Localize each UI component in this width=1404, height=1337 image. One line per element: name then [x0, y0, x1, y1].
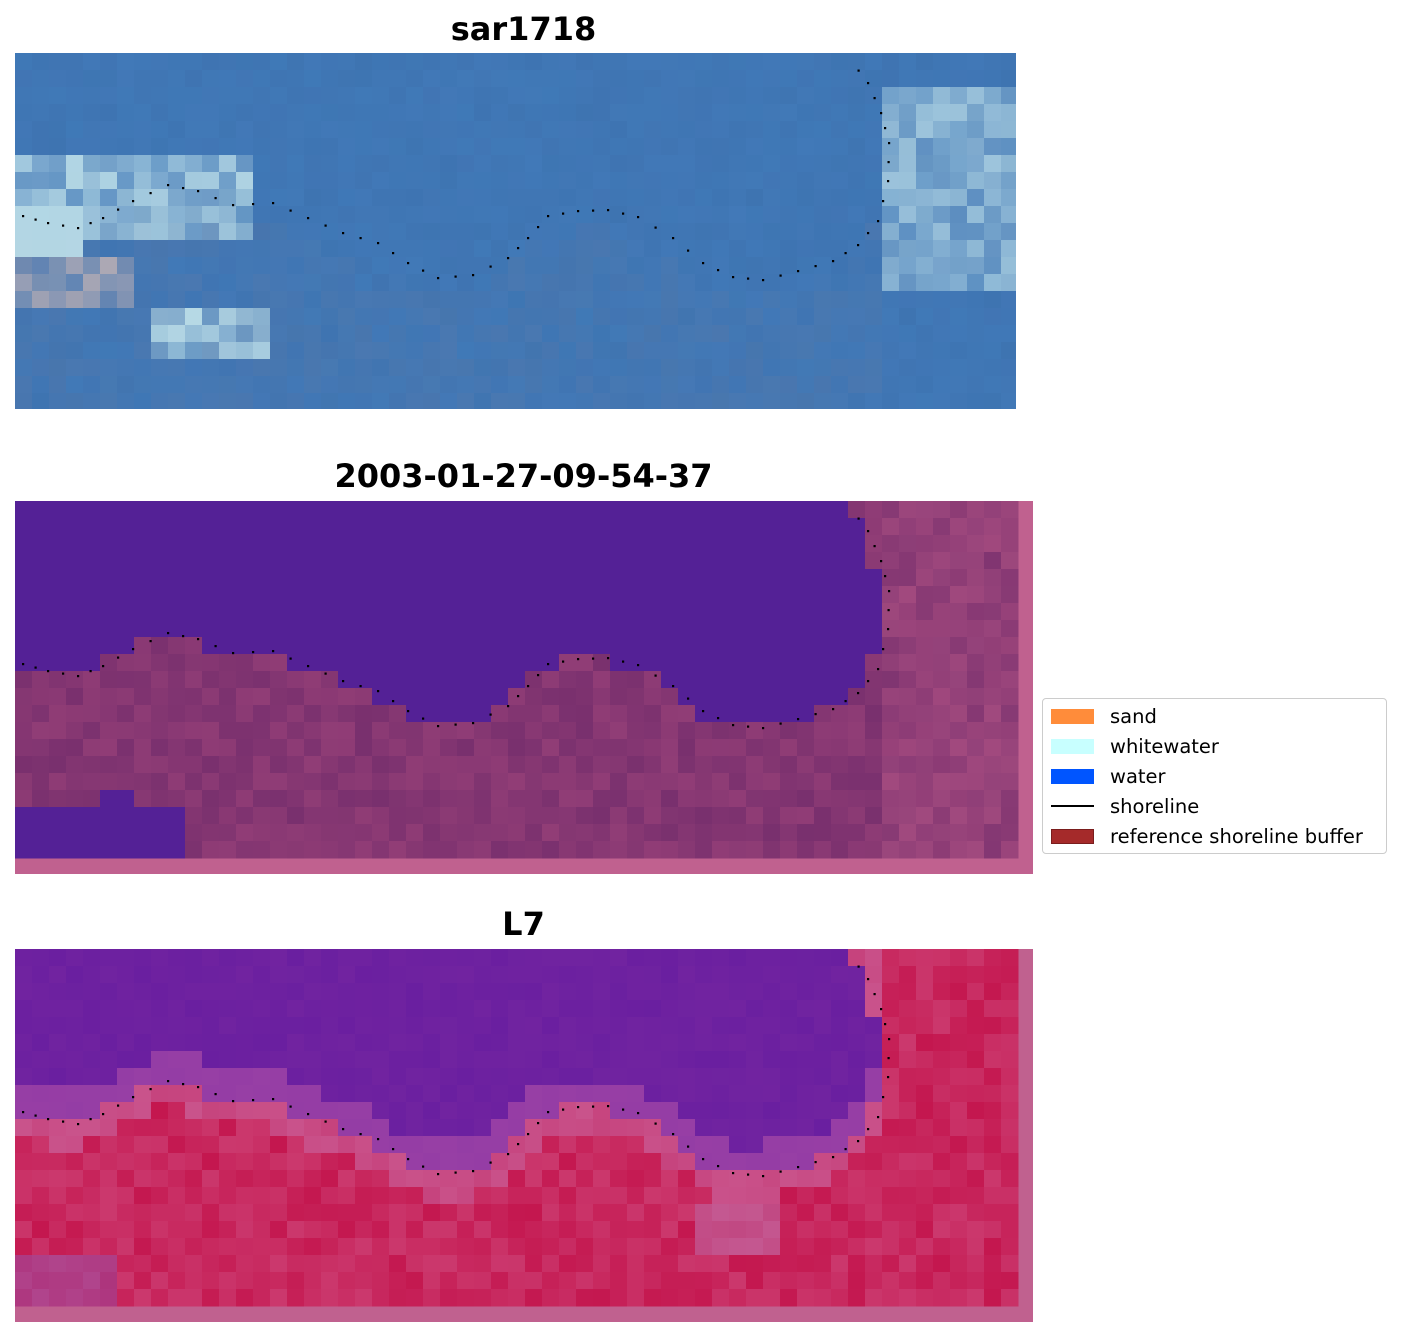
index-pixel-grid [15, 949, 1019, 1307]
legend-label: reference shoreline buffer [1110, 824, 1363, 848]
shoreline-points [22, 517, 891, 730]
class-pixel-grid [15, 501, 1019, 859]
panel-title-rgb: sar1718 [450, 10, 597, 48]
reference-buffer-swatch [1051, 828, 1094, 844]
legend-item-shoreline: shoreline [1051, 794, 1199, 818]
legend-label: sand [1110, 704, 1157, 728]
rgb-pixel-grid [15, 53, 1016, 409]
panel-title-satellite: L7 [502, 905, 545, 943]
legend-item-reference-buffer: reference shoreline buffer [1051, 824, 1363, 848]
legend: sand whitewater water shoreline referenc… [1042, 698, 1387, 854]
sand-swatch [1051, 708, 1094, 724]
rgb-image-panel [15, 53, 1016, 409]
legend-item-whitewater: whitewater [1051, 734, 1219, 758]
shoreline-points [22, 69, 891, 282]
legend-label: shoreline [1110, 794, 1200, 818]
legend-item-sand: sand [1051, 704, 1157, 728]
shoreline-line-icon [1051, 805, 1094, 807]
index-image-panel [15, 949, 1033, 1322]
shoreline-points [22, 965, 891, 1178]
whitewater-swatch [1051, 738, 1094, 754]
water-swatch [1051, 768, 1094, 784]
water-index-image [15, 949, 1033, 1322]
rgb-satellite-image [15, 53, 1016, 409]
panel-title-date: 2003-01-27-09-54-37 [334, 457, 713, 495]
legend-item-water: water [1051, 764, 1166, 788]
classified-image [15, 501, 1033, 874]
legend-label: whitewater [1110, 734, 1219, 758]
classified-image-panel [15, 501, 1033, 874]
legend-label: water [1110, 764, 1166, 788]
